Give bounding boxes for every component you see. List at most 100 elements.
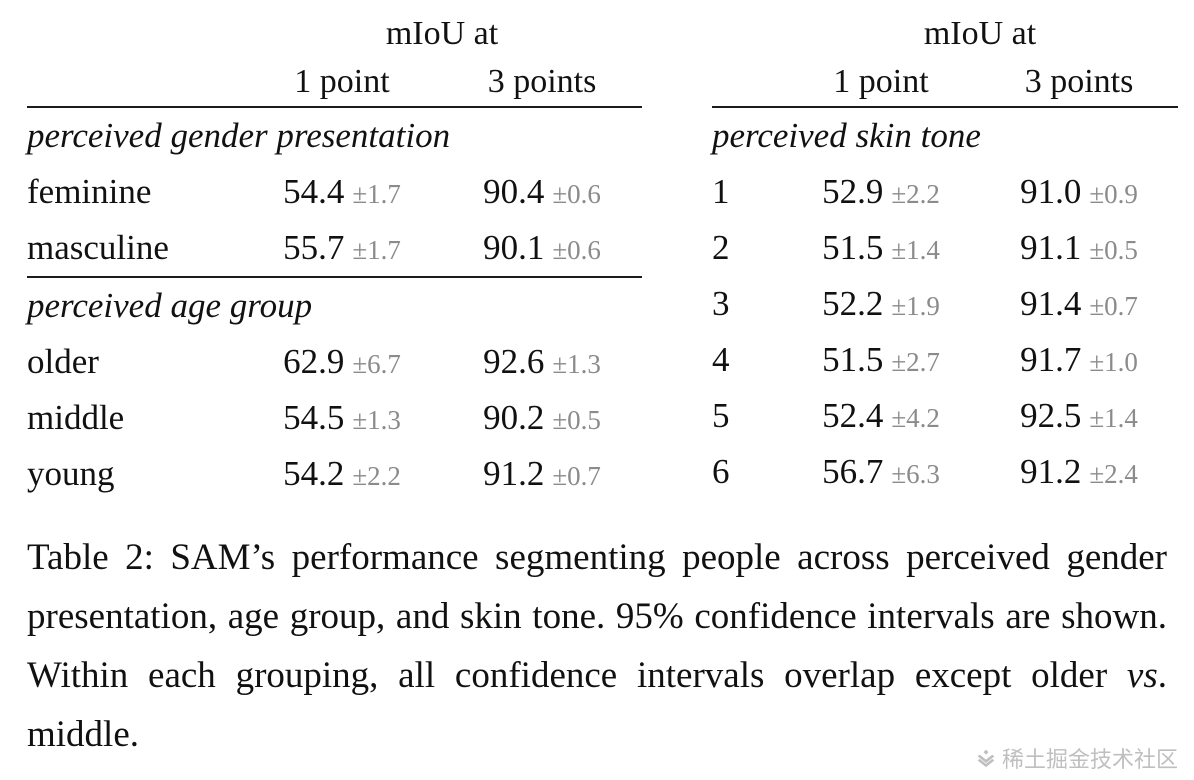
confidence-interval: ±1.3: [352, 405, 401, 435]
row-label: 3: [712, 284, 730, 323]
header-cols-row: 1 point 3 points: [712, 58, 1178, 106]
miou-1pt-cell: 62.9 ±6.7: [242, 334, 442, 397]
table-row-young: young 54.2 ±2.2 91.2 ±0.7: [27, 446, 642, 502]
miou-1pt-cell: 54.2 ±2.2: [242, 446, 442, 509]
miou-3pt-cell: 92.6 ±1.3: [442, 334, 642, 397]
miou-value: 91.4: [1020, 284, 1082, 323]
header-group-row: mIoU at: [712, 10, 1178, 58]
miou-value: 56.7: [822, 452, 884, 491]
miou-value: 62.9: [283, 342, 345, 381]
miou-value: 51.5: [822, 340, 884, 379]
miou-value: 90.1: [483, 228, 545, 267]
table-row-masculine: masculine 55.7 ±1.7 90.1 ±0.6: [27, 220, 642, 276]
tables-row: mIoU at 1 point 3 points perceived gende…: [27, 10, 1178, 502]
col-header-1-point: 1 point: [294, 63, 390, 100]
col-header-3-points: 3 points: [487, 63, 597, 100]
miou-1pt-cell: 52.4 ±4.2: [782, 388, 980, 451]
table-row-skintone-4: 4 51.5 ±2.7 91.7 ±1.0: [712, 332, 1178, 388]
miou-1pt-cell: 54.5 ±1.3: [242, 390, 442, 453]
confidence-interval: ±0.7: [1089, 291, 1138, 321]
header-spacer: [712, 58, 782, 106]
miou-value: 92.6: [483, 342, 545, 381]
miou-3pt-cell: 90.4 ±0.6: [442, 164, 642, 227]
confidence-interval: ±4.2: [891, 403, 940, 433]
miou-3pt-cell: 90.2 ±0.5: [442, 390, 642, 453]
miou-value: 52.4: [822, 396, 884, 435]
header-spacer: [712, 10, 782, 58]
confidence-interval: ±0.9: [1089, 179, 1138, 209]
section-rule: [27, 276, 642, 278]
header-spacer: [27, 10, 242, 58]
confidence-interval: ±2.4: [1089, 459, 1138, 489]
header-group-row: mIoU at: [27, 10, 642, 58]
confidence-interval: ±0.7: [552, 461, 601, 491]
row-label: 5: [712, 396, 730, 435]
header-cols-row: 1 point 3 points: [27, 58, 642, 106]
table-row-skintone-3: 3 52.2 ±1.9 91.4 ±0.7: [712, 276, 1178, 332]
confidence-interval: ±0.6: [552, 179, 601, 209]
table-row-skintone-5: 5 52.4 ±4.2 92.5 ±1.4: [712, 388, 1178, 444]
miou-value: 52.9: [822, 172, 884, 211]
skin-tone-table: mIoU at 1 point 3 points perceived skin …: [712, 10, 1178, 500]
miou-1pt-cell: 52.2 ±1.9: [782, 276, 980, 339]
miou-value: 54.2: [283, 454, 345, 493]
row-label: 2: [712, 228, 730, 267]
miou-3pt-cell: 91.1 ±0.5: [980, 220, 1178, 283]
confidence-interval: ±1.4: [891, 235, 940, 265]
confidence-interval: ±6.7: [352, 349, 401, 379]
miou-at-header: mIoU at: [923, 15, 1037, 52]
miou-value: 52.2: [822, 284, 884, 323]
confidence-interval: ±0.5: [552, 405, 601, 435]
miou-3pt-cell: 91.4 ±0.7: [980, 276, 1178, 339]
miou-1pt-cell: 52.9 ±2.2: [782, 164, 980, 227]
miou-value: 90.4: [483, 172, 545, 211]
confidence-interval: ±1.7: [352, 235, 401, 265]
row-label: feminine: [27, 172, 152, 211]
table-row-older: older 62.9 ±6.7 92.6 ±1.3: [27, 334, 642, 390]
confidence-interval: ±2.2: [891, 179, 940, 209]
miou-value: 51.5: [822, 228, 884, 267]
miou-3pt-cell: 91.7 ±1.0: [980, 332, 1178, 395]
confidence-interval: ±1.3: [552, 349, 601, 379]
confidence-interval: ±1.0: [1089, 347, 1138, 377]
caption-text-2: . middle.: [27, 655, 1167, 755]
table-row-feminine: feminine 54.4 ±1.7 90.4 ±0.6: [27, 164, 642, 220]
confidence-interval: ±0.5: [1089, 235, 1138, 265]
miou-1pt-cell: 56.7 ±6.3: [782, 444, 980, 507]
col-header-3-points: 3 points: [1024, 63, 1134, 100]
confidence-interval: ±2.7: [891, 347, 940, 377]
gender-age-table: mIoU at 1 point 3 points perceived gende…: [27, 10, 642, 502]
miou-1pt-cell: 51.5 ±2.7: [782, 332, 980, 395]
miou-value: 91.1: [1020, 228, 1082, 267]
col-header-1-point: 1 point: [833, 63, 929, 100]
miou-value: 91.2: [1020, 452, 1082, 491]
table-row-middle: middle 54.5 ±1.3 90.2 ±0.5: [27, 390, 642, 446]
row-label: 4: [712, 340, 730, 379]
table-caption: Table 2: SAM’s performance segmenting pe…: [27, 528, 1167, 764]
table-row-skintone-2: 2 51.5 ±1.4 91.1 ±0.5: [712, 220, 1178, 276]
confidence-interval: ±2.2: [352, 461, 401, 491]
row-label: young: [27, 454, 115, 493]
header-spacer: [27, 58, 242, 106]
row-label: 1: [712, 172, 730, 211]
table-row-skintone-6: 6 56.7 ±6.3 91.2 ±2.4: [712, 444, 1178, 500]
miou-value: 55.7: [283, 228, 345, 267]
header-rule: [712, 106, 1178, 108]
confidence-interval: ±1.9: [891, 291, 940, 321]
confidence-interval: ±1.4: [1089, 403, 1138, 433]
table-row-skintone-1: 1 52.9 ±2.2 91.0 ±0.9: [712, 164, 1178, 220]
row-label: older: [27, 342, 99, 381]
confidence-interval: ±1.7: [352, 179, 401, 209]
miou-1pt-cell: 54.4 ±1.7: [242, 164, 442, 227]
confidence-interval: ±6.3: [891, 459, 940, 489]
miou-value: 54.4: [283, 172, 345, 211]
miou-value: 54.5: [283, 398, 345, 437]
confidence-interval: ±0.6: [552, 235, 601, 265]
caption-text-1: Table 2: SAM’s performance segmenting pe…: [27, 537, 1167, 696]
miou-at-header: mIoU at: [385, 15, 499, 52]
section-title-skin-tone: perceived skin tone: [712, 116, 981, 155]
miou-1pt-cell: 55.7 ±1.7: [242, 220, 442, 283]
miou-value: 91.7: [1020, 340, 1082, 379]
miou-value: 91.2: [483, 454, 545, 493]
